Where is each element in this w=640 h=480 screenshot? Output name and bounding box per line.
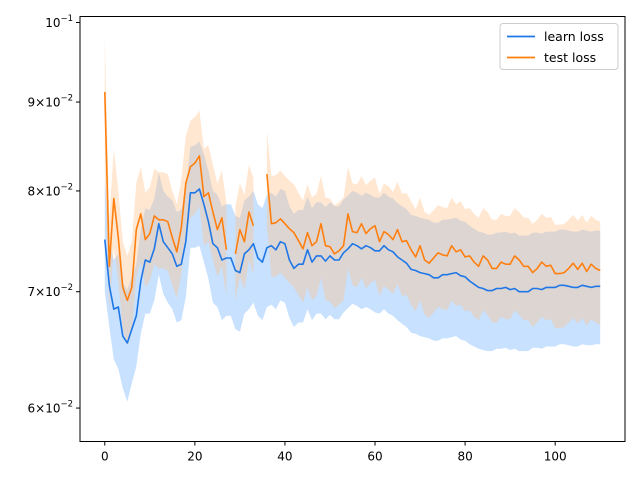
test-loss-band-0	[104, 37, 227, 346]
test-loss-band-1	[235, 165, 254, 301]
legend-label: learn loss	[544, 29, 604, 44]
series-lines	[104, 91, 601, 344]
y-tick-label: 7×10−2	[28, 283, 74, 299]
test-loss-band-2	[266, 131, 601, 329]
x-axis: 0 20 40 60 80 100	[101, 441, 567, 464]
legend: learn loss test loss	[499, 23, 619, 70]
y-axis: 6×10−2 7×10−2 8×10−2 9×10−2 10−1	[28, 14, 80, 416]
plot-frame	[79, 16, 626, 442]
y-tick-label: 9×10−2	[28, 94, 74, 110]
learn-loss-line-0	[104, 188, 601, 344]
x-tick-label: 0	[101, 450, 109, 464]
confidence-bands	[104, 37, 601, 402]
learn-loss-band-0	[104, 141, 601, 402]
x-tick-label: 60	[367, 450, 382, 464]
test-loss-line-1	[234, 211, 255, 255]
y-tick-label: 8×10−2	[28, 182, 74, 198]
y-tick-label: 6×10−2	[28, 400, 74, 416]
x-tick-label: 20	[187, 450, 202, 464]
x-tick-label: 100	[544, 450, 567, 464]
x-tick-label: 80	[457, 450, 472, 464]
legend-label: test loss	[544, 50, 596, 65]
y-tick-label: 10−1	[45, 14, 73, 30]
test-loss-line-0	[104, 91, 228, 302]
test-loss-line-2	[266, 174, 601, 275]
x-tick-label: 40	[277, 450, 292, 464]
